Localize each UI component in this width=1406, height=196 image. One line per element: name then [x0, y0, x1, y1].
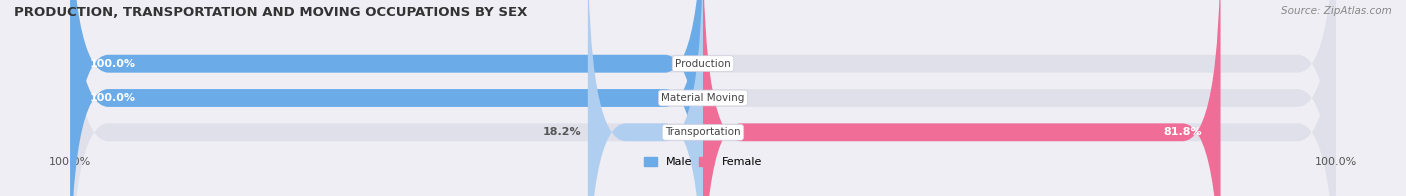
- Text: Transportation: Transportation: [665, 127, 741, 137]
- FancyBboxPatch shape: [70, 0, 703, 196]
- Text: PRODUCTION, TRANSPORTATION AND MOVING OCCUPATIONS BY SEX: PRODUCTION, TRANSPORTATION AND MOVING OC…: [14, 6, 527, 19]
- Text: Production: Production: [675, 59, 731, 69]
- FancyBboxPatch shape: [70, 0, 1336, 196]
- Text: Source: ZipAtlas.com: Source: ZipAtlas.com: [1281, 6, 1392, 16]
- Text: 18.2%: 18.2%: [543, 127, 582, 137]
- Legend: Male, Female: Male, Female: [640, 152, 766, 172]
- FancyBboxPatch shape: [588, 0, 703, 196]
- FancyBboxPatch shape: [70, 0, 703, 196]
- Text: Material Moving: Material Moving: [661, 93, 745, 103]
- FancyBboxPatch shape: [703, 0, 1220, 196]
- Text: 81.8%: 81.8%: [1163, 127, 1202, 137]
- Text: 100.0%: 100.0%: [89, 93, 135, 103]
- Text: 100.0%: 100.0%: [89, 59, 135, 69]
- FancyBboxPatch shape: [70, 0, 1336, 196]
- FancyBboxPatch shape: [70, 0, 1336, 196]
